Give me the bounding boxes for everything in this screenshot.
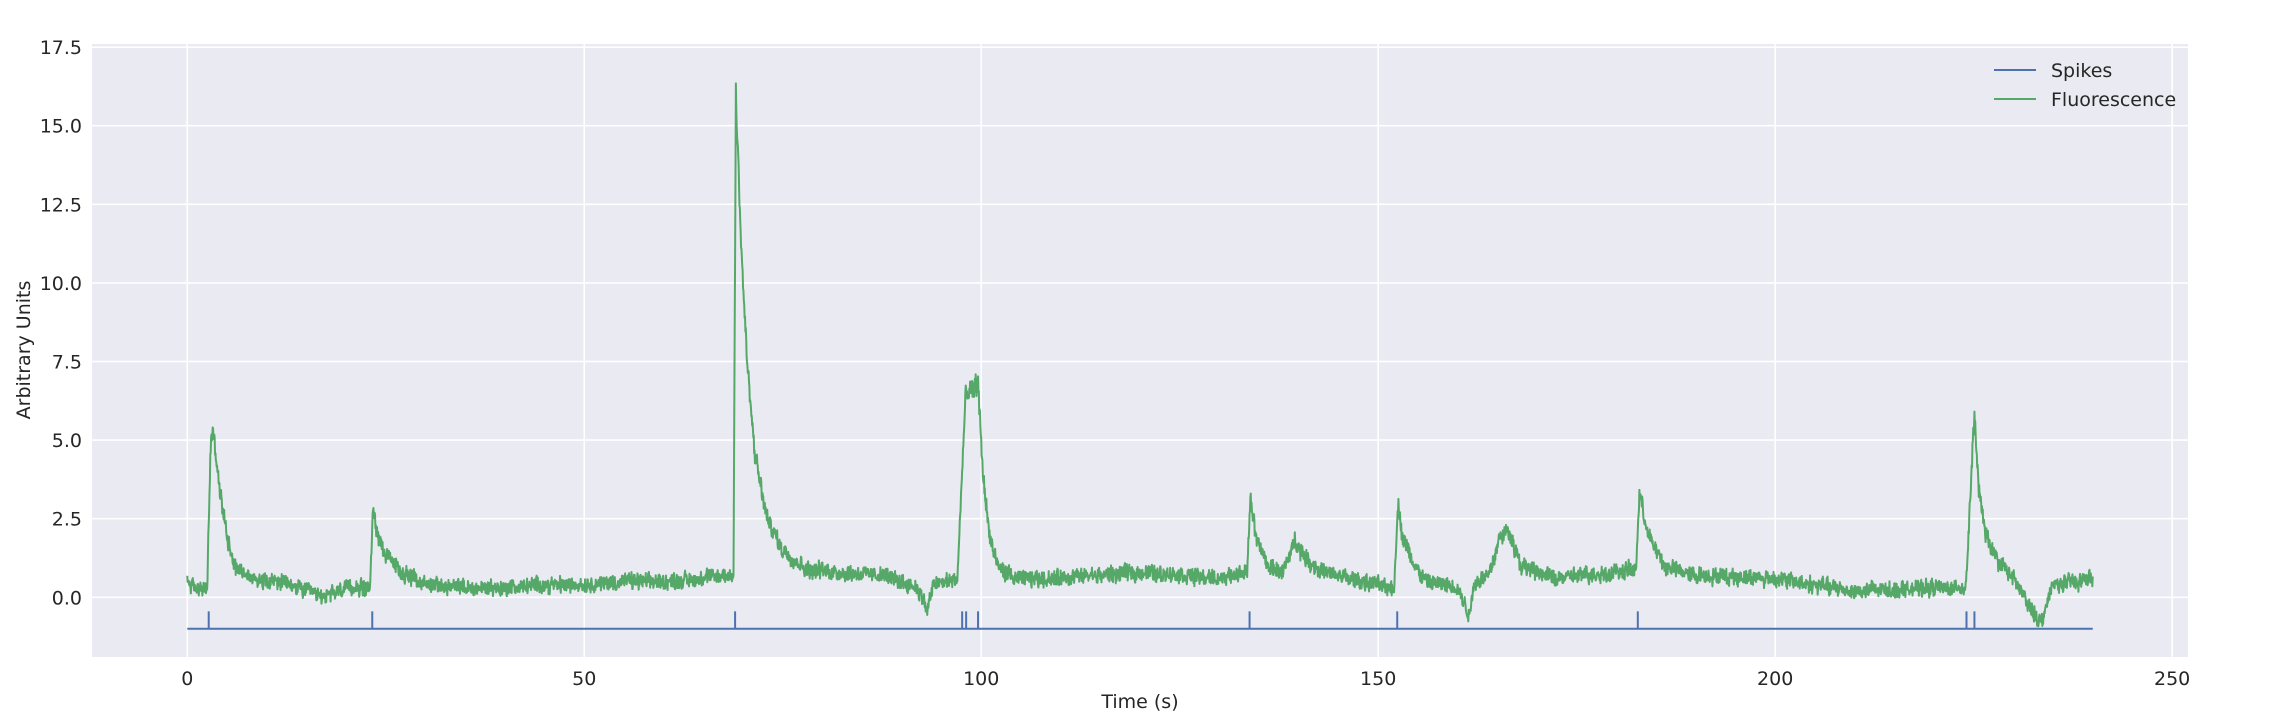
y-axis-label: Arbitrary Units	[13, 281, 35, 420]
legend-label-spikes: Spikes	[2051, 60, 2112, 82]
y-tick-label: 10.0	[40, 273, 82, 295]
y-tick-label: 0.0	[52, 587, 82, 609]
data-layer	[186, 82, 2094, 630]
plot-background	[92, 44, 2188, 657]
x-axis-label: Time (s)	[1100, 691, 1178, 713]
x-tick-label: 150	[1360, 668, 1396, 690]
y-tick-labels: 0.0 2.5 5.0 7.5 10.0 12.5 15.0 17.5	[40, 37, 82, 609]
grid	[92, 44, 2188, 657]
y-tick-label: 15.0	[40, 116, 82, 138]
y-tick-label: 17.5	[40, 37, 82, 59]
legend-label-fluorescence: Fluorescence	[2051, 89, 2176, 111]
x-tick-label: 100	[963, 668, 999, 690]
y-tick-label: 7.5	[52, 352, 82, 374]
y-tick-label: 5.0	[52, 430, 82, 452]
y-tick-label: 12.5	[40, 194, 82, 216]
x-tick-label: 0	[181, 668, 193, 690]
y-tick-label: 2.5	[52, 509, 82, 531]
series-line-fluorescence	[186, 82, 2094, 628]
x-tick-label: 250	[2154, 668, 2190, 690]
x-tick-label: 50	[572, 668, 596, 690]
series-line-spikes	[187, 611, 2093, 630]
x-tick-label: 200	[1757, 668, 1793, 690]
legend: Spikes Fluorescence	[1994, 60, 2176, 111]
x-tick-labels: 0 50 100 150 200 250	[181, 668, 2190, 690]
